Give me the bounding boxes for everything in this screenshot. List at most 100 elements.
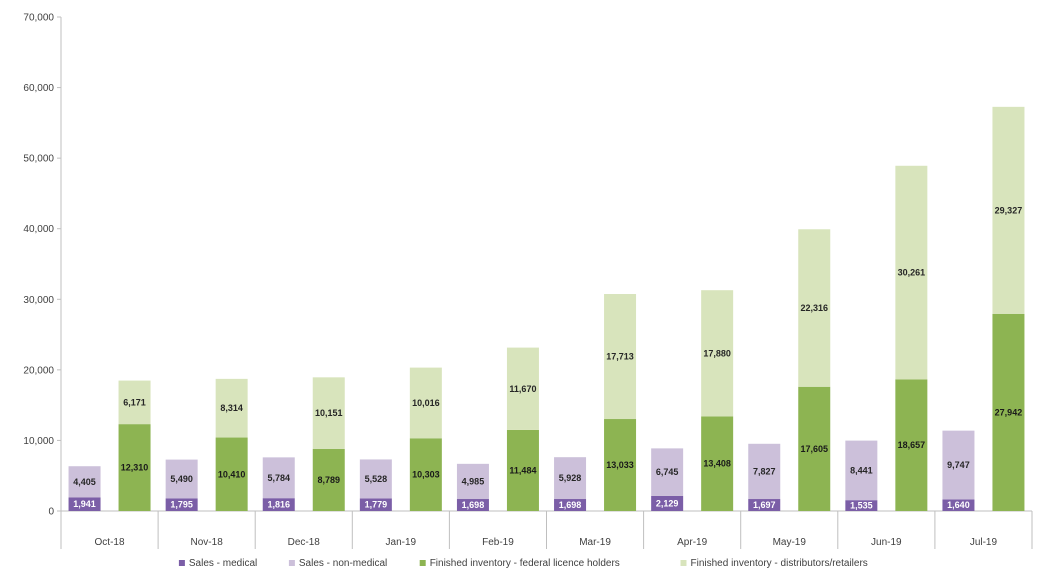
data-label: 13,033 [606, 460, 634, 470]
bar-segment [895, 165, 928, 380]
data-labels: 1,941 4,405 12,310 6,171 1,795 5,490 10,410 8,3… [73, 205, 1022, 510]
legend-entry: Sales - medical [189, 558, 257, 569]
legend-entry: Finished inventory - distributors/retail… [691, 558, 868, 569]
bar-segment [359, 498, 392, 511]
bar-segment [262, 498, 295, 511]
bar-segment [554, 457, 587, 500]
data-label: 5,784 [267, 473, 290, 483]
data-label: 7,827 [753, 466, 776, 476]
x-tick-label: Jul-19 [970, 537, 998, 548]
bar-segment [701, 290, 734, 417]
x-tick-label: Apr-19 [677, 537, 707, 548]
bar-segment [456, 499, 489, 511]
data-label: 8,441 [850, 465, 873, 475]
data-label: 10,303 [412, 470, 440, 480]
bar-segment [992, 313, 1025, 511]
data-label: 6,171 [123, 397, 146, 407]
bar-segment [312, 448, 345, 511]
x-tick-label: Oct-18 [95, 537, 125, 548]
data-label: 1,795 [170, 500, 193, 510]
y-tick-label: 70,000 [23, 13, 54, 24]
data-label: 2,129 [656, 498, 679, 508]
x-tick-label: Jun-19 [871, 537, 902, 548]
data-label: 1,535 [850, 501, 873, 511]
bar-segment [409, 367, 442, 439]
bar-segment [942, 499, 975, 511]
bar-segment [68, 497, 101, 511]
legend: Sales - medical Sales - non-medical Finish… [178, 558, 868, 569]
bar-segment [262, 457, 295, 499]
bar-segment [845, 500, 878, 511]
data-label: 1,941 [73, 499, 96, 509]
data-label: 1,779 [365, 500, 388, 510]
legend-entry: Sales - non-medical [299, 558, 387, 569]
legend-swatch [178, 560, 185, 566]
x-tick-label: Dec-18 [288, 537, 321, 548]
bar-segment [845, 440, 878, 501]
bar-segment [701, 416, 734, 511]
bar-segment [992, 106, 1025, 314]
data-label: 1,698 [462, 500, 485, 510]
bar-segment [506, 429, 539, 511]
legend-swatch [288, 560, 295, 566]
data-label: 10,151 [315, 408, 343, 418]
y-tick-label: 50,000 [23, 154, 54, 165]
bar-segment [651, 495, 684, 511]
bar-segment [118, 424, 151, 511]
bar-segment [165, 459, 198, 499]
data-label: 5,490 [170, 474, 193, 484]
bar-segment [165, 498, 198, 511]
x-tick-label: Jan-19 [386, 537, 417, 548]
x-tick-label: Mar-19 [579, 537, 611, 548]
y-tick-label: 10,000 [23, 436, 54, 447]
bar-segment [409, 438, 442, 511]
data-label: 11,484 [509, 465, 536, 475]
data-label: 1,640 [947, 500, 970, 510]
bar-segment [554, 499, 587, 511]
bar-segment [506, 347, 539, 430]
bars [68, 106, 1025, 511]
data-label: 17,880 [703, 348, 731, 358]
bar-segment [312, 377, 345, 449]
data-label: 29,327 [995, 205, 1023, 215]
bar-segment [895, 379, 928, 511]
bar-segment [651, 448, 684, 496]
data-label: 13,408 [703, 459, 731, 469]
bar-segment [215, 378, 248, 438]
data-label: 22,316 [800, 303, 828, 313]
y-tick-label: 60,000 [23, 83, 54, 94]
legend-swatch [680, 560, 687, 566]
bar-segment [748, 443, 781, 500]
data-label: 1,697 [753, 500, 776, 510]
x-tick-label: Feb-19 [482, 537, 514, 548]
data-label: 18,657 [898, 440, 926, 450]
bar-segment [456, 463, 489, 500]
data-label: 17,605 [800, 444, 828, 454]
bar-segment [68, 466, 101, 498]
data-label: 17,713 [606, 352, 634, 362]
legend-swatch [419, 560, 426, 566]
data-label: 8,789 [317, 475, 340, 485]
bar-segment [748, 499, 781, 511]
data-label: 4,405 [73, 477, 96, 487]
data-label: 12,310 [121, 463, 149, 473]
y-tick-label: 0 [48, 507, 54, 518]
data-label: 11,670 [509, 384, 536, 394]
data-label: 4,985 [462, 476, 485, 486]
bar-segment [604, 419, 637, 511]
data-label: 30,261 [898, 268, 926, 278]
data-label: 10,016 [412, 398, 440, 408]
data-label: 8,314 [220, 403, 243, 413]
x-tick-label: May-19 [773, 537, 807, 548]
data-label: 27,942 [995, 407, 1023, 417]
data-label: 9,747 [947, 460, 970, 470]
data-label: 5,528 [365, 474, 388, 484]
bar-segment [942, 430, 975, 500]
bar-segment [798, 386, 831, 511]
legend-entry: Finished inventory - federal licence hol… [430, 558, 620, 569]
y-tick-label: 40,000 [23, 224, 54, 235]
data-label: 10,410 [218, 469, 246, 479]
bar-segment [798, 229, 831, 387]
bar-segment [215, 437, 248, 511]
